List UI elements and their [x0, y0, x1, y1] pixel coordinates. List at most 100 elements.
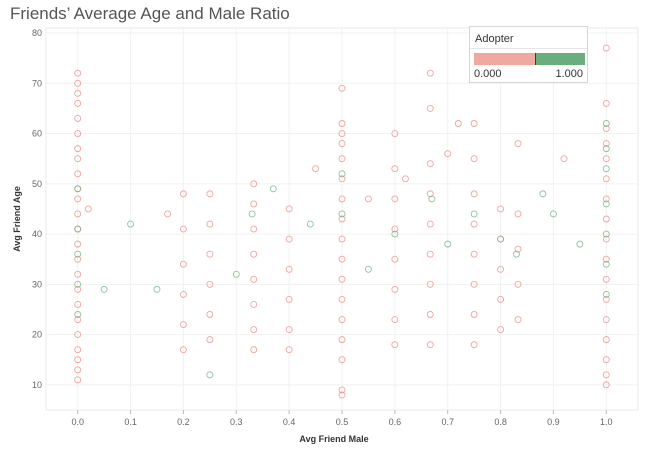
data-point-non-adopter[interactable] [426, 190, 434, 198]
data-point-non-adopter[interactable] [602, 295, 610, 303]
data-point-non-adopter[interactable] [470, 190, 478, 198]
data-point-non-adopter[interactable] [206, 220, 214, 228]
data-point-adopter[interactable] [428, 195, 436, 203]
data-point-non-adopter[interactable] [391, 285, 399, 293]
data-point-adopter[interactable] [497, 235, 505, 243]
data-point-non-adopter[interactable] [391, 195, 399, 203]
data-point-non-adopter[interactable] [602, 371, 610, 379]
data-point-non-adopter[interactable] [470, 311, 478, 318]
data-point-adopter[interactable] [206, 371, 214, 379]
data-point-non-adopter[interactable] [250, 275, 258, 283]
data-point-non-adopter[interactable] [338, 155, 346, 163]
data-point-non-adopter[interactable] [338, 120, 346, 127]
data-point-non-adopter[interactable] [179, 190, 187, 198]
data-point-non-adopter[interactable] [338, 175, 346, 183]
data-point-non-adopter[interactable] [179, 346, 187, 354]
data-point-non-adopter[interactable] [74, 316, 82, 323]
data-point-non-adopter[interactable] [179, 260, 187, 268]
data-point-non-adopter[interactable] [602, 381, 610, 389]
data-point-non-adopter[interactable] [206, 250, 214, 258]
data-point-non-adopter[interactable] [602, 215, 610, 223]
data-point-non-adopter[interactable] [74, 195, 82, 203]
data-point-adopter[interactable] [74, 225, 82, 233]
data-point-non-adopter[interactable] [391, 225, 399, 233]
data-point-non-adopter[interactable] [426, 104, 434, 112]
data-point-non-adopter[interactable] [84, 205, 92, 213]
data-point-non-adopter[interactable] [74, 255, 82, 263]
data-point-non-adopter[interactable] [364, 195, 372, 203]
data-point-non-adopter[interactable] [426, 250, 434, 258]
data-point-non-adopter[interactable] [338, 235, 346, 243]
data-point-adopter[interactable] [153, 285, 161, 293]
data-point-non-adopter[interactable] [206, 311, 214, 318]
data-point-adopter[interactable] [248, 210, 256, 218]
data-point-non-adopter[interactable] [426, 69, 434, 77]
data-point-non-adopter[interactable] [250, 300, 258, 308]
data-point-non-adopter[interactable] [470, 280, 478, 288]
data-point-non-adopter[interactable] [74, 346, 82, 354]
data-point-non-adopter[interactable] [206, 280, 214, 288]
data-point-non-adopter[interactable] [206, 336, 214, 344]
data-point-non-adopter[interactable] [179, 290, 187, 298]
data-point-non-adopter[interactable] [206, 190, 214, 198]
data-point-non-adopter[interactable] [250, 250, 258, 258]
data-point-non-adopter[interactable] [470, 341, 478, 349]
data-point-adopter[interactable] [539, 190, 547, 198]
data-point-adopter[interactable] [576, 240, 584, 248]
data-point-adopter[interactable] [269, 185, 277, 193]
data-point-non-adopter[interactable] [74, 130, 82, 138]
data-point-non-adopter[interactable] [602, 99, 610, 107]
data-point-non-adopter[interactable] [74, 270, 82, 278]
data-point-non-adopter[interactable] [470, 120, 478, 127]
data-point-non-adopter[interactable] [602, 195, 610, 203]
data-point-non-adopter[interactable] [602, 125, 610, 132]
data-point-adopter[interactable] [602, 290, 610, 298]
data-point-non-adopter[interactable] [514, 280, 522, 288]
data-point-non-adopter[interactable] [426, 220, 434, 228]
data-point-non-adopter[interactable] [602, 44, 610, 52]
data-point-non-adopter[interactable] [285, 326, 293, 334]
data-point-adopter[interactable] [306, 220, 314, 228]
data-point-adopter[interactable] [444, 240, 452, 248]
data-point-non-adopter[interactable] [74, 210, 82, 218]
data-point-non-adopter[interactable] [74, 331, 82, 339]
data-point-non-adopter[interactable] [497, 326, 505, 334]
data-point-non-adopter[interactable] [470, 155, 478, 163]
data-point-non-adopter[interactable] [285, 235, 293, 243]
data-point-non-adopter[interactable] [312, 165, 320, 173]
data-point-adopter[interactable] [74, 185, 82, 193]
data-point-non-adopter[interactable] [338, 255, 346, 263]
data-point-adopter[interactable] [602, 260, 610, 268]
data-point-non-adopter[interactable] [426, 160, 434, 168]
data-point-non-adopter[interactable] [338, 295, 346, 303]
data-point-non-adopter[interactable] [74, 69, 82, 77]
data-point-non-adopter[interactable] [338, 336, 346, 344]
data-point-non-adopter[interactable] [391, 341, 399, 349]
data-point-non-adopter[interactable] [602, 356, 610, 364]
data-point-non-adopter[interactable] [401, 175, 409, 183]
data-point-non-adopter[interactable] [426, 311, 434, 318]
data-point-adopter[interactable] [338, 210, 346, 218]
data-point-adopter[interactable] [470, 210, 478, 218]
data-point-non-adopter[interactable] [391, 165, 399, 173]
data-point-adopter[interactable] [391, 230, 399, 238]
data-point-non-adopter[interactable] [285, 205, 293, 213]
data-point-non-adopter[interactable] [74, 376, 82, 384]
data-point-non-adopter[interactable] [391, 316, 399, 323]
data-point-adopter[interactable] [602, 120, 610, 127]
data-point-adopter[interactable] [74, 250, 82, 258]
data-point-adopter[interactable] [602, 165, 610, 173]
data-point-non-adopter[interactable] [602, 275, 610, 283]
data-point-non-adopter[interactable] [560, 155, 568, 163]
data-point-non-adopter[interactable] [514, 210, 522, 218]
data-point-non-adopter[interactable] [444, 150, 452, 158]
data-point-non-adopter[interactable] [250, 225, 258, 233]
data-point-adopter[interactable] [74, 311, 82, 318]
data-point-non-adopter[interactable] [602, 155, 610, 163]
data-point-non-adopter[interactable] [602, 235, 610, 243]
data-point-non-adopter[interactable] [602, 255, 610, 263]
data-point-non-adopter[interactable] [338, 140, 346, 148]
data-point-non-adopter[interactable] [179, 225, 187, 233]
data-point-non-adopter[interactable] [74, 145, 82, 153]
data-point-non-adopter[interactable] [338, 386, 346, 394]
